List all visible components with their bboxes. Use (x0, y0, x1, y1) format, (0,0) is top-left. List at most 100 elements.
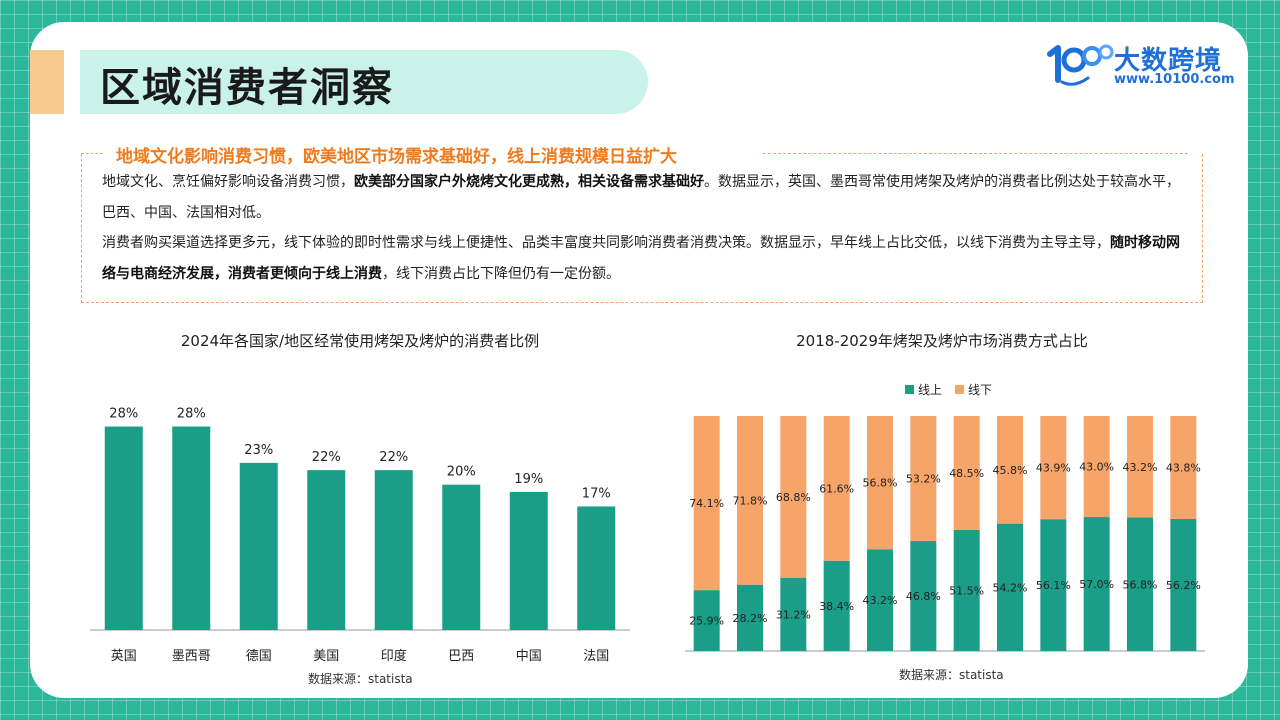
chart1-data-label: 28% (109, 407, 138, 422)
chart2-data-label-online: 31.2% (776, 608, 811, 621)
chart1-tick-label: 印度 (381, 648, 407, 664)
brand-logo[interactable]: 大数跨境 www.10100.com (1044, 36, 1235, 96)
chart1-data-label: 28% (177, 407, 206, 422)
chart2-data-label-online: 38.4% (819, 600, 854, 613)
chart2-bar-online (1170, 518, 1197, 651)
title-banner (80, 50, 648, 114)
logo-name: 大数跨境 (1114, 46, 1223, 76)
info-p2-text-c: ，线下消费占比下降但仍有一定份额。 (382, 266, 620, 282)
chart2-bar-offline (953, 416, 980, 530)
chart2-data-label-online: 25.9% (689, 615, 724, 628)
chart2-data-label-online: 56.8% (1123, 578, 1158, 591)
chart2-data-label-offline: 48.5% (949, 467, 984, 480)
chart1-data-label: 22% (379, 450, 408, 465)
chart1-tick-label: 法国 (583, 649, 609, 664)
chart1-tick-label: 美国 (313, 649, 339, 664)
chart2-bar-offline (693, 416, 720, 591)
chart1-tick-label: 英国 (111, 649, 137, 664)
chart2-data-label-offline: 61.6% (819, 482, 854, 495)
chart2-legend-label: 线上 (918, 383, 942, 397)
chart1-source: 数据来源：statista (308, 672, 413, 686)
chart2-bar-online (997, 523, 1023, 651)
chart1-data-label: 20% (447, 465, 476, 480)
chart2-bar-online (953, 529, 980, 651)
chart2-source: 数据来源：statista (899, 668, 1004, 682)
info-box (81, 154, 1203, 303)
chart1-bar (307, 470, 346, 630)
chart2-title: 2018-2029年烤架及烤炉市场消费方式占比 (796, 332, 1088, 350)
chart2-bar-offline (1083, 416, 1110, 518)
chart2-legend-label: 线下 (968, 383, 992, 397)
info-box-border-left (81, 153, 103, 154)
chart1-data-label: 19% (514, 472, 543, 487)
chart1-bar-chart: 28% 英国 28% 墨西哥 23% 德国 22% 美国 22% 印度 20% 巴西 19% 中国 17% 法… (90, 407, 630, 664)
chart2-bar-offline (867, 416, 893, 550)
chart2-bar-online (1127, 517, 1153, 651)
chart2-bar-offline (823, 416, 850, 561)
chart2-bar-online (823, 560, 850, 651)
chart2-data-label-online: 56.2% (1166, 579, 1201, 592)
chart2-legend-swatch (905, 385, 914, 394)
logo-url[interactable]: www.10100.com (1114, 72, 1235, 87)
chart2-data-label-offline: 43.2% (1123, 461, 1158, 474)
chart2-bar-online (1083, 517, 1110, 651)
chart2-bar-online (780, 577, 807, 651)
chart1-tick-label: 德国 (246, 649, 272, 664)
chart2-bar-offline (997, 416, 1023, 524)
chart2-bar-online (1040, 519, 1067, 651)
chart1-tick-label: 墨西哥 (172, 649, 211, 664)
chart2-stacked-bar-chart: 线上线下25.9%74.1%201828.2%71.8%201931.2%68.… (685, 383, 1205, 652)
chart1-tick-label: 巴西 (448, 649, 474, 664)
chart2-data-label-online: 57.0% (1079, 578, 1114, 591)
chart1-bar (374, 470, 413, 630)
logo-mark-icon (1047, 44, 1114, 86)
chart1-bar (442, 484, 481, 630)
chart2-bar-offline (1040, 416, 1067, 520)
chart2-data-label-offline: 74.1% (689, 497, 724, 510)
chart2-data-label-offline: 45.8% (993, 464, 1028, 477)
chart1-tick-label: 中国 (516, 649, 542, 664)
chart2-data-label-online: 43.2% (863, 594, 898, 607)
chart2-data-label-online: 54.2% (993, 581, 1028, 594)
chart1-data-label: 23% (244, 443, 273, 458)
info-p2-highlight: 随时移动网络与电商经济发展，消费者更倾向于线上消费 (102, 235, 1180, 282)
chart2-data-label-online: 28.2% (733, 612, 768, 625)
chart2-bar-offline (1170, 416, 1197, 519)
info-p1-highlight: 欧美部分国家户外烧烤文化更成熟，相关设备需求基础好 (354, 174, 704, 190)
chart2-data-label-offline: 43.8% (1166, 461, 1201, 474)
chart2-data-label-offline: 43.9% (1036, 462, 1071, 475)
page-title: 区域消费者洞察 (100, 65, 394, 111)
title-accent-bar (30, 50, 64, 114)
chart2-data-label-online: 56.1% (1036, 579, 1071, 592)
info-box-border-right (763, 153, 1188, 154)
chart2-legend-swatch (955, 385, 964, 394)
info-p2-text-a: 消费者购买渠道选择更多元，线下体验的即时性需求与线上便捷性、品类丰富度共同影响消… (102, 235, 1110, 251)
chart2-data-label-offline: 56.8% (863, 477, 898, 490)
chart2-bar-offline (1127, 416, 1153, 518)
chart1-bar (509, 491, 548, 630)
chart1-data-label: 22% (312, 450, 341, 465)
chart1-bar (172, 426, 211, 630)
chart2-bar-online (693, 590, 720, 651)
chart1-bar (577, 506, 616, 630)
chart2-data-label-online: 46.8% (906, 590, 941, 603)
chart2-data-label-offline: 68.8% (776, 491, 811, 504)
chart1-bar (239, 462, 278, 630)
content-card: 区域消费者洞察 大数跨境 www.10100.com 地域文化影响消费习惯，欧美… (30, 22, 1248, 698)
chart2-bar-online (737, 584, 763, 651)
info-heading: 地域文化影响消费习惯，欧美地区市场需求基础好，线上消费规模日益扩大 (110, 142, 683, 167)
chart2-data-label-online: 51.5% (949, 584, 984, 597)
chart2-data-label-offline: 71.8% (733, 494, 768, 507)
chart2-bar-offline (780, 416, 807, 578)
chart1-title: 2024年各国家/地区经常使用烤架及烤炉的消费者比例 (180, 332, 540, 350)
chart2-bar-offline (910, 416, 937, 542)
info-p1-text-a: 地域文化、烹饪偏好影响设备消费习惯， (102, 174, 354, 190)
chart1-data-label: 17% (582, 486, 611, 501)
chart2-bar-online (910, 541, 937, 651)
info-p1-text-c: 。数据显示，英国、墨西哥常使用烤架及烤炉的消费者比例达处于较高水平，巴西、中国、… (102, 174, 1180, 221)
chart2-data-label-offline: 53.2% (906, 473, 941, 486)
chart2-bar-online (867, 549, 893, 651)
chart2-data-label-offline: 43.0% (1079, 461, 1114, 474)
info-paragraph-2: 消费者购买渠道选择更多元，线下体验的即时性需求与线上便捷性、品类丰富度共同影响消… (102, 228, 1182, 290)
chart2-bar-offline (737, 416, 763, 585)
